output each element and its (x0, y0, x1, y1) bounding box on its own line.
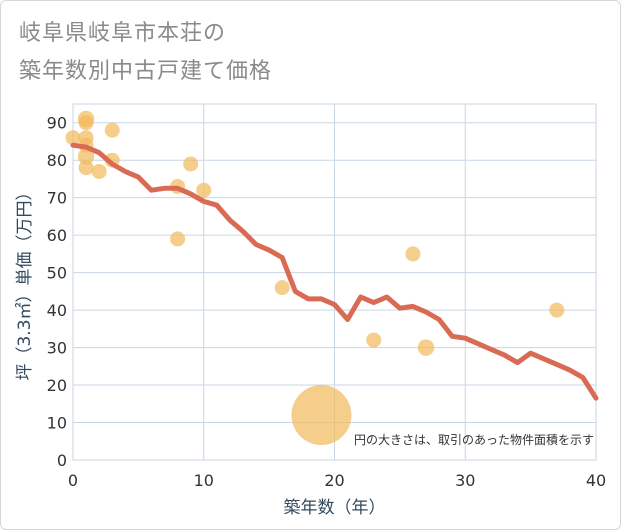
data-point (183, 156, 199, 172)
data-point (78, 160, 94, 176)
x-tick-label: 40 (586, 471, 606, 490)
x-tick-label: 20 (324, 471, 344, 490)
x-axis-label: 築年数（年） (284, 498, 386, 518)
x-tick-label: 10 (194, 471, 214, 490)
data-point (78, 115, 94, 131)
data-point (366, 332, 382, 348)
x-tick-labels: 0 10 20 30 40 (68, 471, 606, 490)
chart-title-line2: 築年数別中古戸建て価格 (19, 59, 273, 84)
y-tick-label: 30 (47, 339, 67, 358)
y-tick-label: 20 (47, 376, 67, 395)
chart-title-line1: 岐阜県岐阜市本荘の (19, 21, 227, 46)
data-point (196, 182, 212, 198)
data-point (274, 280, 290, 296)
data-point (65, 130, 81, 146)
data-point (405, 246, 421, 262)
size-note: 円の大きさは、取引のあった物件面積を示す (354, 432, 594, 447)
y-tick-label: 80 (47, 151, 67, 170)
y-tick-label: 0 (57, 451, 67, 470)
x-tick-label: 0 (68, 471, 78, 490)
x-tick-label: 30 (455, 471, 475, 490)
data-point (291, 385, 352, 446)
y-tick-label: 90 (47, 114, 67, 133)
trend-line (70, 142, 599, 401)
y-axis-label: 坪（3.3㎡）単価（万円） (15, 183, 35, 380)
data-point (104, 122, 120, 138)
y-tick-label: 50 (47, 264, 67, 283)
data-point (417, 339, 435, 356)
data-point (91, 163, 107, 179)
data-point (77, 148, 95, 165)
y-tick-label: 10 (47, 414, 67, 433)
y-tick-label: 40 (47, 301, 67, 320)
data-point (170, 231, 186, 247)
y-tick-label: 60 (47, 226, 67, 245)
y-tick-labels: 0 10 20 30 40 50 60 70 80 90 (47, 114, 67, 470)
data-points (65, 110, 565, 446)
y-tick-label: 70 (47, 189, 67, 208)
data-point (549, 302, 565, 318)
